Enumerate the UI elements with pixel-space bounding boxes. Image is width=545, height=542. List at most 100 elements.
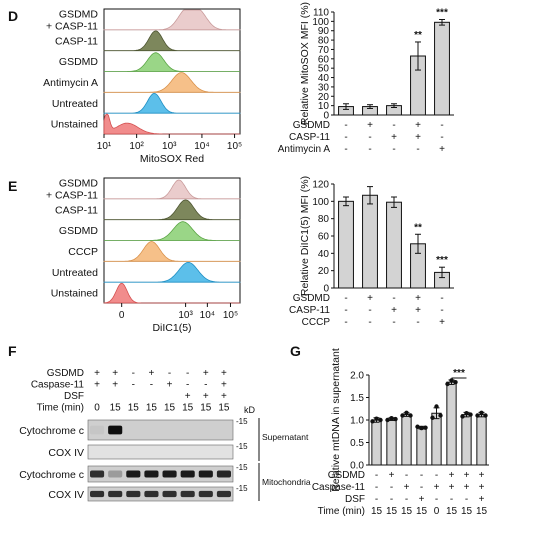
blot-band (144, 490, 159, 498)
data-point (438, 413, 443, 418)
significance-marker: *** (436, 7, 448, 18)
flow-row-label: Untreated (52, 98, 98, 110)
flow-x-axis-label: DiIC1(5) (152, 322, 191, 334)
data-point (370, 419, 375, 424)
flow-row-label: GSDMD (59, 8, 99, 20)
blot-label: COX IV (48, 447, 84, 459)
panel-label-d: D (8, 8, 19, 24)
condition-value: + (415, 120, 421, 131)
flow-histogram (104, 221, 240, 241)
data-point (460, 414, 465, 419)
bar-y-tick-label: 20 (318, 266, 330, 277)
condition-value: - (392, 293, 395, 304)
bar-y-tick-label: 10 (318, 101, 330, 112)
flow-x-tick-label: 0 (119, 310, 125, 321)
condition-value: + (112, 380, 118, 391)
condition-value: 15 (146, 403, 158, 414)
panel-label-f: F (8, 343, 17, 359)
bar-y-tick-label: 100 (312, 197, 329, 208)
blot-band (180, 470, 195, 478)
bar-y-tick-label: 40 (318, 249, 330, 260)
bar (461, 414, 472, 466)
bar-y-tick-label: 0.5 (350, 438, 364, 449)
flow-row-label: CASP-11 (55, 204, 98, 216)
condition-value: - (344, 120, 347, 131)
blot-band (108, 425, 123, 435)
condition-value: + (389, 470, 395, 481)
condition-label: GSDMD (293, 293, 330, 304)
bar-y-tick-label: 80 (318, 214, 330, 225)
condition-label: Caspase-11 (312, 482, 366, 493)
bar-y-tick-label: 90 (318, 26, 330, 37)
group-label: Mitochondria (262, 477, 311, 487)
data-point (464, 411, 469, 416)
significance-marker: *** (453, 368, 465, 379)
bar (446, 381, 457, 466)
condition-value: + (391, 305, 397, 316)
condition-value: - (392, 144, 395, 155)
bar-y-tick-label: 110 (313, 8, 329, 19)
blot-band (162, 470, 177, 478)
bar-y-tick-label: 40 (318, 73, 330, 84)
bar-y-tick-label: 30 (318, 82, 330, 93)
bar-y-tick-label: 20 (318, 92, 330, 103)
condition-value: + (203, 391, 209, 402)
condition-value: + (434, 482, 440, 493)
condition-label: CCCP (302, 317, 331, 328)
data-point (404, 410, 409, 415)
flow-histogram (103, 30, 241, 52)
data-point (430, 415, 435, 420)
flow-histogram (103, 72, 241, 93)
flow-row-label: Unstained (51, 288, 98, 300)
flow-histogram (103, 179, 241, 200)
flow-row-label: + CASP-11 (46, 189, 98, 201)
bar-y-tick-label: 0 (323, 284, 329, 295)
condition-value: - (150, 380, 153, 391)
condition-value: - (344, 317, 347, 328)
blot-strip (87, 486, 234, 502)
condition-value: + (449, 482, 455, 493)
condition-value: + (415, 132, 421, 143)
condition-value: 15 (371, 506, 383, 517)
data-point (423, 425, 428, 430)
condition-value: - (416, 144, 419, 155)
condition-value: + (221, 391, 227, 402)
data-point (408, 413, 413, 418)
bar (434, 21, 450, 116)
bar (416, 427, 427, 466)
condition-label: CASP-11 (289, 305, 330, 316)
flow-row-label: Unstained (51, 119, 98, 131)
condition-value: - (420, 482, 423, 493)
bar (386, 418, 397, 466)
condition-value: + (415, 305, 421, 316)
condition-value: - (416, 317, 419, 328)
condition-label: Antimycin A (278, 144, 331, 155)
bar-y-tick-label: 1.5 (350, 393, 364, 404)
flow-histogram (103, 9, 241, 31)
data-point (419, 425, 424, 431)
blot-band (162, 490, 177, 498)
flow-x-tick-label: 10⁵ (227, 141, 242, 152)
condition-value: + (167, 380, 173, 391)
condition-value: + (479, 494, 485, 505)
bar-y-tick-label: 50 (318, 64, 330, 75)
flow-x-tick-label: 10² (129, 141, 144, 152)
flow-histogram (103, 199, 241, 221)
bar (476, 414, 487, 466)
blot-band (144, 470, 159, 478)
bar-y-tick-label: 80 (318, 36, 330, 47)
condition-value: - (186, 380, 189, 391)
flow-histogram (103, 241, 241, 262)
condition-value: - (344, 293, 347, 304)
condition-value: - (375, 494, 378, 505)
condition-value: - (440, 120, 443, 131)
condition-value: - (390, 494, 393, 505)
condition-label: GSDMD (47, 368, 84, 379)
condition-value: - (440, 305, 443, 316)
blot-strip (87, 444, 234, 460)
blot-strip (87, 419, 234, 441)
condition-value: - (450, 494, 453, 505)
condition-value: + (449, 470, 455, 481)
condition-value: - (390, 482, 393, 493)
